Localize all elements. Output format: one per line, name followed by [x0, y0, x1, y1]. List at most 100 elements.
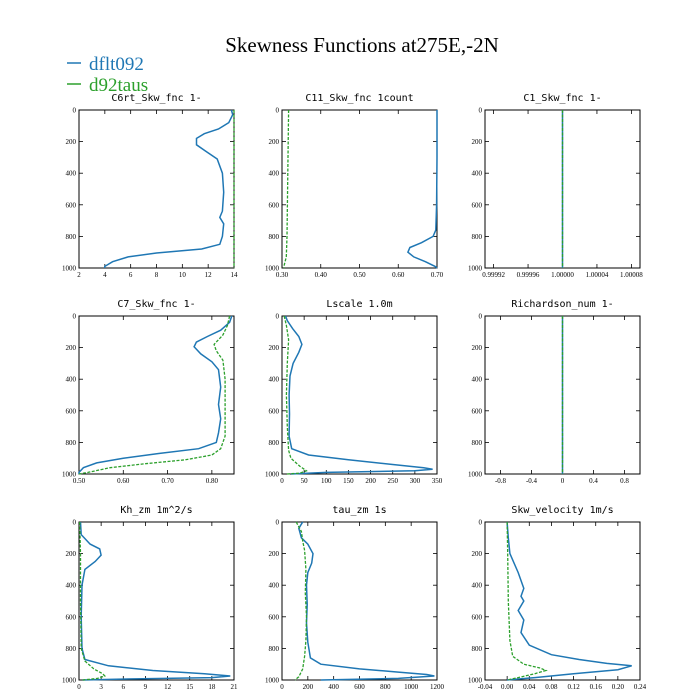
y-tick-label: 400: [269, 170, 280, 178]
figure-title: Skewness Functions at275E,-2N: [225, 33, 499, 57]
x-tick-label: 0.50: [73, 477, 86, 485]
y-tick-label: 400: [269, 582, 280, 590]
x-tick-label: 0: [77, 683, 81, 691]
x-tick-label: 0.80: [206, 477, 219, 485]
x-tick-label: -0.04: [478, 683, 493, 691]
series-line-d92taus: [294, 521, 308, 681]
y-tick-label: 0: [479, 519, 483, 527]
y-tick-label: 800: [269, 439, 280, 447]
y-tick-label: 400: [269, 376, 280, 384]
panel-richardson-num: Richardson_num 1- -0.8 -0.4 0 0.4 0.8 0 200 400 6…: [468, 299, 641, 485]
x-tick-label: 150: [343, 477, 354, 485]
x-tick-label: 100: [321, 477, 332, 485]
x-tick-label: 200: [303, 683, 314, 691]
y-tick-label: 400: [472, 376, 483, 384]
y-tick-label: 1000: [265, 265, 280, 273]
x-tick-label: 0.70: [431, 271, 444, 279]
y-tick-label: 800: [66, 645, 77, 653]
x-tick-label: 250: [387, 477, 398, 485]
x-tick-label: 0.8: [620, 477, 629, 485]
panel-title: C6rt_Skw_fnc 1-: [111, 93, 201, 104]
y-tick-label: 200: [472, 550, 483, 558]
y-tick-label: 0: [73, 107, 77, 115]
x-tick-label: 21: [231, 683, 239, 691]
panel-title: tau_zm 1s: [332, 505, 386, 516]
x-tick-label: 1.00000: [551, 271, 574, 279]
y-tick-label: 600: [269, 613, 280, 621]
y-tick-label: 600: [472, 201, 483, 209]
x-tick-label: 2: [77, 271, 81, 279]
x-tick-label: 8: [155, 271, 159, 279]
series-line-d92taus: [283, 109, 290, 269]
plot-frame: [78, 315, 235, 475]
x-tick-label: 0.99992: [482, 271, 505, 279]
y-tick-label: 1000: [265, 677, 280, 685]
panel-title: C11_Skw_fnc 1count: [305, 93, 413, 104]
y-tick-label: 0: [479, 313, 483, 321]
panel-title: Skw_velocity 1m/s: [511, 505, 613, 516]
x-tick-label: 0.70: [161, 477, 174, 485]
x-tick-label: 4: [103, 271, 107, 279]
x-tick-label: 200: [365, 477, 376, 485]
x-tick-label: 0.20: [612, 683, 625, 691]
series-line-d92taus: [78, 315, 231, 475]
y-tick-label: 600: [66, 407, 77, 415]
plot-frame: [484, 521, 641, 681]
legend-label-d92taus: d92taus: [89, 75, 148, 96]
x-tick-label: 0.60: [392, 271, 405, 279]
x-tick-label: 0.00: [501, 683, 514, 691]
y-tick-label: 0: [276, 519, 280, 527]
y-tick-label: 1000: [62, 471, 77, 479]
y-tick-label: 800: [472, 645, 483, 653]
y-tick-label: 600: [66, 201, 77, 209]
x-tick-label: 15: [186, 683, 194, 691]
series-line-dflt092: [79, 521, 231, 681]
panel-c11-skw-fnc: C11_Skw_fnc 1count 0.30 0.40 0.50 0.60 0.70 0 2…: [265, 93, 444, 279]
panel-title: C7_Skw_fnc 1-: [117, 299, 195, 310]
y-tick-label: 200: [472, 344, 483, 352]
panel-c1-skw-fnc: C1_Skw_fnc 1- 0.99992 0.99996 1.00000 1.0000…: [468, 93, 643, 279]
y-tick-label: 800: [269, 645, 280, 653]
series-line-dflt092: [297, 521, 435, 681]
x-tick-label: 0: [280, 477, 284, 485]
y-tick-label: 600: [269, 201, 280, 209]
panel-kh-zm: Kh_zm 1m^2/s 0 3 6 9 12 15 18 21 0 200 400 600 800 100…: [62, 505, 238, 691]
x-tick-label: 12: [205, 271, 213, 279]
series-line-dflt092: [78, 315, 233, 474]
x-tick-label: 800: [380, 683, 391, 691]
x-tick-label: 300: [410, 477, 421, 485]
x-tick-label: 0.50: [353, 271, 366, 279]
y-tick-label: 800: [269, 233, 280, 241]
y-tick-label: 1000: [468, 677, 483, 685]
y-tick-label: 0: [73, 313, 77, 321]
panel-title: Lscale 1.0m: [326, 299, 392, 310]
y-tick-label: 200: [66, 138, 77, 146]
y-tick-label: 1000: [265, 471, 280, 479]
x-tick-label: 0: [280, 683, 284, 691]
y-tick-label: 200: [269, 344, 280, 352]
y-tick-label: 1000: [62, 677, 77, 685]
x-tick-label: 1000: [404, 683, 419, 691]
y-tick-label: 200: [269, 550, 280, 558]
y-tick-label: 0: [479, 107, 483, 115]
y-tick-label: 400: [472, 582, 483, 590]
y-tick-label: 400: [66, 582, 77, 590]
x-tick-label: 0.40: [315, 271, 328, 279]
y-tick-label: 600: [472, 407, 483, 415]
y-tick-label: 0: [276, 313, 280, 321]
legend: dflt092 d92taus: [67, 54, 148, 96]
x-tick-label: 0: [561, 477, 565, 485]
panel-skw-velocity: Skw_velocity 1m/s -0.04 0.00 0.04 0.08 0.12 0.…: [468, 505, 647, 691]
series-line-d92taus: [506, 521, 548, 681]
x-tick-label: 0.16: [590, 683, 603, 691]
x-tick-label: 10: [179, 271, 187, 279]
x-tick-label: 1200: [430, 683, 445, 691]
panel-title: Kh_zm 1m^2/s: [120, 505, 192, 516]
x-tick-label: 50: [301, 477, 309, 485]
y-tick-label: 800: [66, 439, 77, 447]
plot-frame: [78, 521, 235, 681]
x-tick-label: 0.04: [523, 683, 536, 691]
x-tick-label: 1.00008: [620, 271, 643, 279]
panel-c6rt-skw-fnc: C6rt_Skw_fnc 1- 2 4 6 8 10 12 14 0 200 400 600 800 10…: [62, 93, 238, 279]
series-line-dflt092: [406, 110, 438, 269]
